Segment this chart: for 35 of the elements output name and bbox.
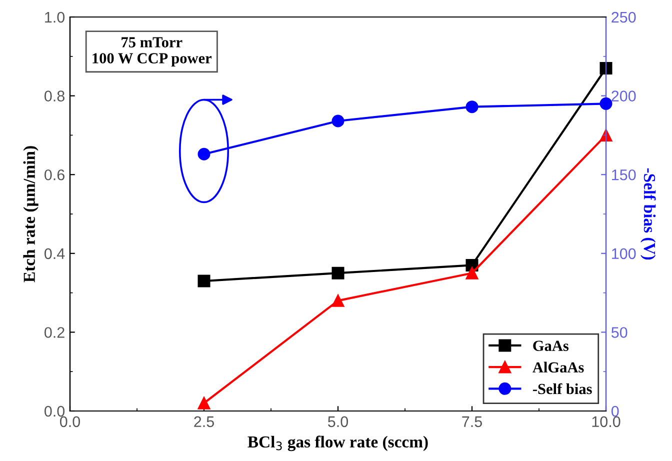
y2-tick-label: 100 [612, 248, 636, 260]
y-tick-label: 0.8 [44, 90, 64, 102]
y-tick-label: 0.4 [44, 248, 65, 260]
point [600, 62, 612, 74]
y2-tick-label: 250 [612, 12, 636, 23]
point [198, 148, 210, 160]
x-tick-label: 2.5 [194, 416, 214, 428]
y2-axis-title: -Self bias (V) [640, 168, 656, 260]
x-tick-label: 10.0 [592, 416, 620, 428]
y-tick-label: 0.2 [44, 327, 64, 338]
x-tick-label: 0.0 [60, 416, 80, 428]
legend-label: -Self bias [532, 383, 592, 394]
point [466, 266, 478, 280]
annotation: 75 mTorr 100 W CCP power [92, 37, 212, 67]
y2-tick-label: 150 [612, 169, 636, 180]
y-tick-label: 1.0 [45, 12, 65, 23]
y2-tick-label: 50 [611, 327, 628, 338]
y2-tick-label: 200 [612, 90, 636, 102]
point [332, 114, 344, 128]
x-tick-label: 7.5 [462, 416, 482, 428]
point [600, 128, 612, 142]
point [332, 266, 344, 280]
point [198, 274, 210, 288]
point [466, 100, 478, 114]
y-axis-title: Etch rate (μm/min) [23, 146, 38, 282]
point [600, 97, 612, 110]
x-tick-label: 5.0 [328, 416, 348, 428]
point [332, 294, 344, 307]
y2-tick-label: 0 [611, 406, 619, 417]
point [198, 396, 210, 410]
y-tick-label: 0.6 [44, 169, 64, 180]
legend-label: GaAs [533, 340, 569, 351]
y-tick-label: 0.0 [44, 406, 65, 417]
x-axis-title: BCl$_{3}$ gas flow rate (sccm) [248, 436, 428, 452]
legend-label: AlGaAs [532, 362, 584, 373]
